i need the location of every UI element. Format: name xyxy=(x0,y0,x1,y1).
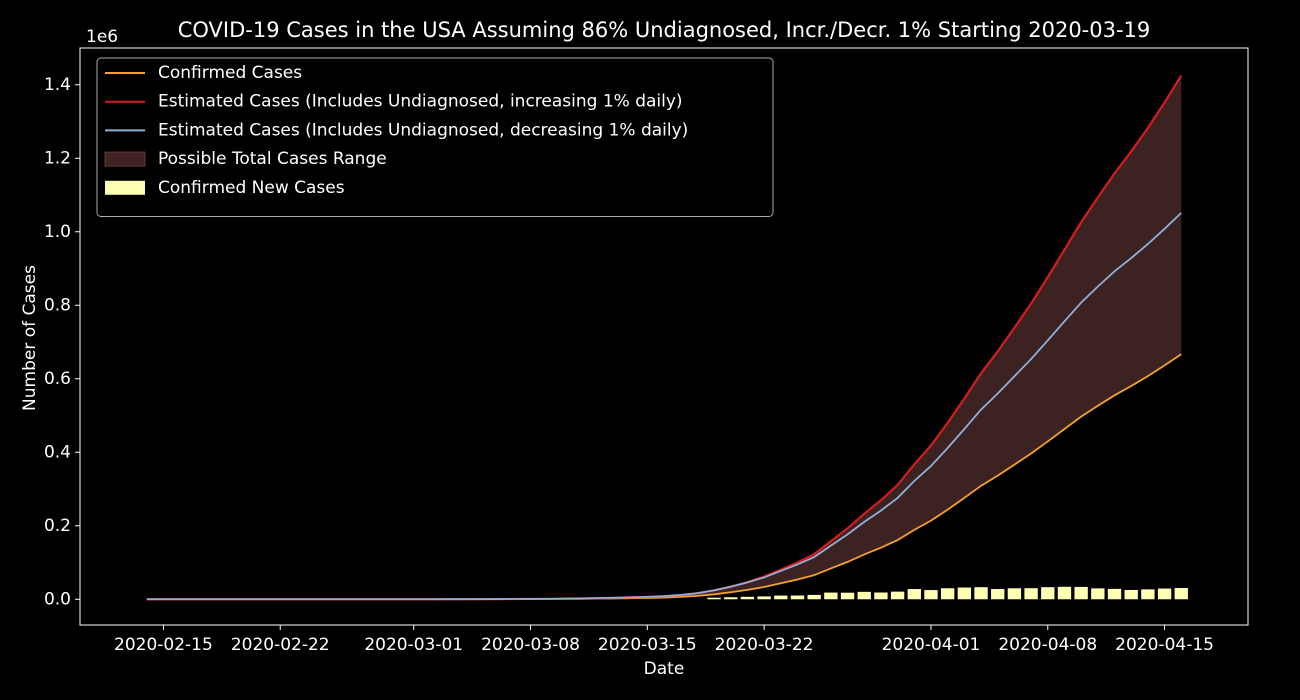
bar xyxy=(1124,589,1138,600)
legend-label: Possible Total Cases Range xyxy=(158,149,387,169)
x-tick-label: 2020-03-22 xyxy=(715,635,814,655)
bar xyxy=(707,597,721,600)
x-tick-label: 2020-04-15 xyxy=(1115,635,1214,655)
x-tick-label: 2020-03-08 xyxy=(481,635,580,655)
bar xyxy=(757,596,771,600)
chart-title: COVID-19 Cases in the USA Assuming 86% U… xyxy=(178,18,1151,42)
bar xyxy=(890,591,905,600)
bar xyxy=(774,595,788,600)
bar xyxy=(924,590,938,600)
y-tick-label: 0.4 xyxy=(44,442,71,462)
legend-patch xyxy=(105,180,145,195)
x-tick-label: 2020-03-01 xyxy=(364,635,463,655)
bar xyxy=(991,589,1005,600)
bar xyxy=(974,587,988,600)
bar xyxy=(1041,587,1055,600)
bar xyxy=(840,592,855,600)
bar xyxy=(940,588,955,600)
bar xyxy=(724,597,738,600)
line xyxy=(146,212,1182,601)
x-tick-label: 2020-03-15 xyxy=(598,635,697,655)
bar xyxy=(1157,588,1172,600)
bar xyxy=(874,592,888,600)
range-area xyxy=(146,75,1182,600)
y-tick-label: 0.2 xyxy=(44,516,71,536)
legend-label: Confirmed Cases xyxy=(158,63,302,83)
bar xyxy=(1074,586,1088,600)
y-offset-label: 1e6 xyxy=(86,27,118,47)
legend-box xyxy=(96,57,774,217)
bar xyxy=(740,596,755,600)
x-tick-label: 2020-04-01 xyxy=(882,635,981,655)
legend-label: Estimated Cases (Includes Undiagnosed, d… xyxy=(158,120,688,140)
bar xyxy=(1174,587,1188,600)
bar xyxy=(1107,588,1122,600)
bar xyxy=(957,587,972,600)
bar xyxy=(1141,589,1155,600)
legend-label: Confirmed New Cases xyxy=(158,178,345,198)
legend-patch xyxy=(104,151,146,167)
x-tick-label: 2020-02-22 xyxy=(231,635,330,655)
bar xyxy=(1091,588,1105,600)
bar xyxy=(857,591,871,600)
bar xyxy=(790,595,805,600)
bar xyxy=(807,594,821,600)
bar xyxy=(907,589,921,600)
y-tick-label: 1.4 xyxy=(44,75,71,95)
y-tick-label: 1.0 xyxy=(44,222,71,242)
legend-label: Estimated Cases (Includes Undiagnosed, i… xyxy=(158,92,683,112)
y-tick-label: 0.6 xyxy=(44,369,71,389)
y-tick-label: 0.0 xyxy=(44,589,71,609)
x-tick-label: 2020-02-15 xyxy=(114,635,213,655)
bar xyxy=(1057,586,1072,600)
y-tick-label: 1.2 xyxy=(44,148,71,168)
y-axis-label: Number of Cases xyxy=(20,265,40,411)
x-tick-label: 2020-04-08 xyxy=(998,635,1097,655)
bar xyxy=(1024,588,1038,600)
y-tick-label: 0.8 xyxy=(44,295,71,315)
x-axis-label: Date xyxy=(644,659,685,679)
bar xyxy=(1007,588,1022,600)
bar xyxy=(824,592,838,600)
